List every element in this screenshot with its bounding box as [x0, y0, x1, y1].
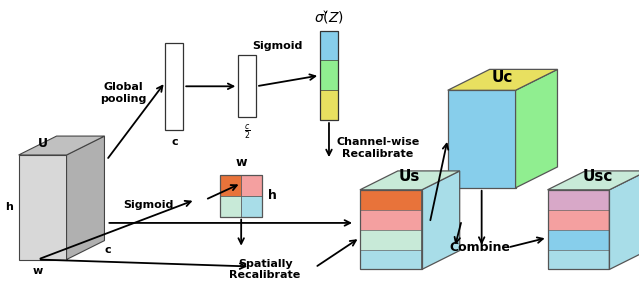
- Text: h: h: [4, 202, 13, 212]
- Text: h: h: [268, 189, 276, 202]
- Polygon shape: [360, 210, 422, 230]
- Polygon shape: [547, 210, 609, 230]
- Text: Sigmoid: Sigmoid: [123, 200, 173, 210]
- Polygon shape: [448, 69, 557, 90]
- FancyBboxPatch shape: [220, 175, 241, 196]
- Polygon shape: [19, 136, 104, 155]
- Polygon shape: [448, 90, 516, 188]
- FancyBboxPatch shape: [241, 175, 262, 196]
- Text: Channel-wise
Recalibrate: Channel-wise Recalibrate: [336, 137, 419, 159]
- FancyBboxPatch shape: [320, 60, 338, 90]
- Text: Global
pooling: Global pooling: [100, 82, 147, 104]
- Text: Usc: Usc: [582, 169, 612, 185]
- Polygon shape: [547, 190, 609, 210]
- Polygon shape: [547, 171, 640, 190]
- Text: $\frac{c}{2}$: $\frac{c}{2}$: [244, 122, 251, 141]
- Polygon shape: [547, 249, 609, 269]
- FancyBboxPatch shape: [320, 30, 338, 60]
- Text: Combine: Combine: [449, 241, 510, 254]
- FancyBboxPatch shape: [220, 196, 241, 217]
- Text: Us: Us: [399, 169, 420, 185]
- Text: w: w: [236, 156, 247, 170]
- Polygon shape: [67, 136, 104, 260]
- Text: Sigmoid: Sigmoid: [252, 41, 302, 52]
- Text: Uc: Uc: [492, 70, 513, 85]
- Polygon shape: [19, 155, 67, 260]
- FancyBboxPatch shape: [320, 90, 338, 120]
- Text: w: w: [33, 267, 43, 276]
- Polygon shape: [360, 230, 422, 249]
- FancyBboxPatch shape: [165, 42, 183, 130]
- Polygon shape: [516, 69, 557, 188]
- Text: c: c: [104, 245, 111, 255]
- Text: U: U: [38, 137, 47, 149]
- FancyBboxPatch shape: [238, 56, 256, 117]
- Polygon shape: [360, 190, 422, 210]
- Text: Spatially
Recalibrate: Spatially Recalibrate: [230, 259, 301, 280]
- Text: $\sigma(\check{Z})$: $\sigma(\check{Z})$: [314, 8, 344, 25]
- Polygon shape: [360, 249, 422, 269]
- Polygon shape: [547, 230, 609, 249]
- Polygon shape: [609, 171, 640, 269]
- Polygon shape: [422, 171, 460, 269]
- Text: c: c: [171, 137, 178, 147]
- FancyBboxPatch shape: [241, 196, 262, 217]
- Polygon shape: [360, 171, 460, 190]
